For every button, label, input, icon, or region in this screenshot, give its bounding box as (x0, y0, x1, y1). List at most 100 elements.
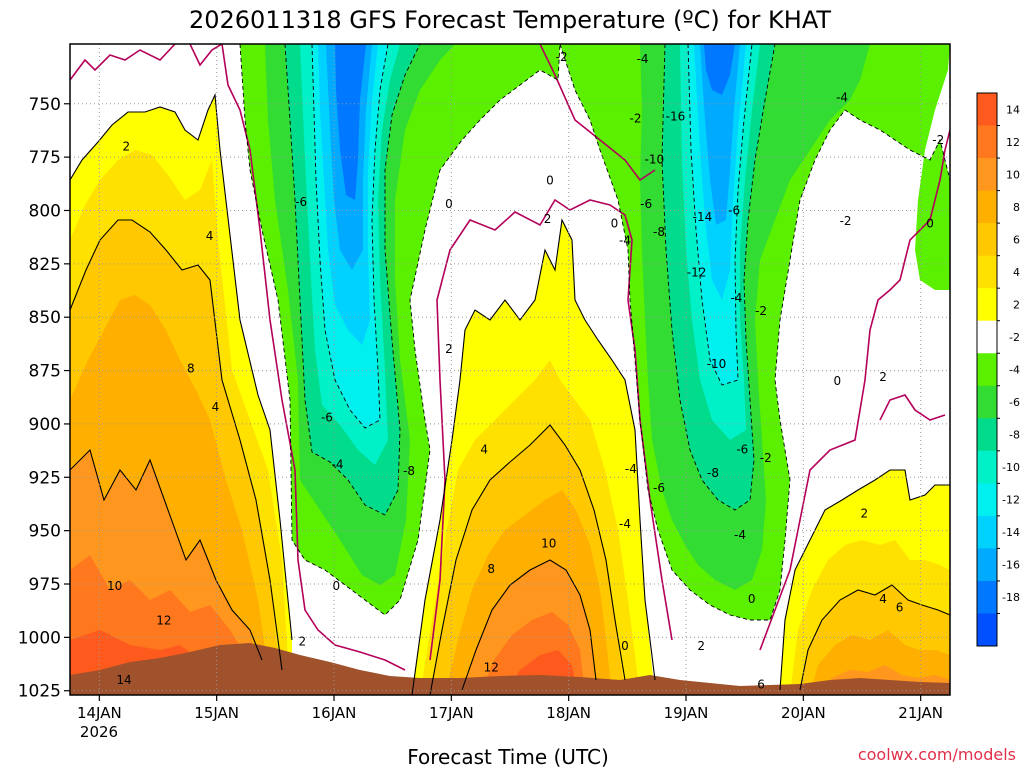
zero-contour-left (70, 44, 406, 671)
plot-frame (69, 43, 951, 696)
x-tick-label: 16JAN (312, 704, 357, 722)
x-tick-label: 19JAN (664, 704, 709, 722)
y-tick-label: 925 (29, 468, 61, 488)
contour-label: 6 (757, 677, 765, 691)
x-axis: 14JAN 15JAN 16JAN 17JAN 18JAN 19JAN 20JAN 21JAN (77, 695, 943, 722)
colorbar-band (977, 418, 997, 452)
contour-label: -2 (932, 133, 944, 147)
contour-label: 8 (187, 361, 195, 375)
colorbar-band (977, 158, 997, 192)
colorbar-tick-label: 8 (1013, 201, 1020, 214)
colorbar-tick-label: -2 (1009, 331, 1020, 344)
contour-label: 14 (116, 673, 131, 687)
dashed-contour-lines (239, 44, 950, 621)
contour-dashed-f (687, 44, 753, 386)
zero-contour-right-lower (879, 394, 946, 421)
contour-label: 2 (298, 635, 306, 649)
contour-label: -14 (693, 210, 713, 224)
contour-label: -4 (332, 457, 344, 471)
temperature-fields (70, 44, 950, 695)
contour-dashed-b (284, 44, 421, 516)
colorbar-band (977, 320, 997, 354)
colorbar-band (977, 125, 997, 159)
contour-solid-e (429, 424, 626, 695)
contour-label: -6 (640, 197, 652, 211)
x-axis-title: Forecast Time (UTC) (407, 745, 609, 768)
colorbar-tick-label: -14 (1002, 526, 1020, 539)
cold-band2-14-16 (700, 44, 740, 225)
contour-solid-f (461, 559, 597, 691)
colorbar-band (977, 483, 997, 517)
contour-label: -2 (556, 50, 568, 64)
contour-label: 12 (156, 613, 171, 627)
colorbar-tick-label: -4 (1009, 364, 1020, 377)
credit-text: coolwx.com/models (858, 745, 1016, 764)
cold-band-16-18 (335, 44, 366, 200)
contour-solid-d (411, 218, 656, 695)
colorbar-tick-label: 10 (1006, 168, 1020, 181)
contour-label: 0 (621, 639, 629, 653)
colorbar-band (977, 288, 997, 322)
contour-label: -16 (666, 110, 686, 124)
contour-solid-c (70, 448, 263, 661)
colorbar-band (977, 353, 997, 387)
colorbar-frame (976, 92, 998, 647)
contour-label: 0 (926, 216, 934, 230)
contour-solid-g (779, 469, 950, 691)
contour-label: -10 (645, 152, 665, 166)
contour-label: 2 (697, 639, 705, 653)
y-tick-label: 825 (29, 255, 61, 275)
contour-dashed-a (239, 44, 561, 616)
contour-label: 2 (445, 342, 453, 356)
y-tick-label: 875 (29, 362, 61, 382)
colorbar-tick-label: -12 (1002, 494, 1020, 507)
contour-label: 0 (611, 216, 619, 230)
colorbar-band (977, 515, 997, 549)
contour-solid-a (70, 92, 293, 641)
colorbar-tick-label: -6 (1009, 396, 1020, 409)
x-tick-label: 17JAN (429, 704, 474, 722)
colorbar-tick-label: -18 (1002, 591, 1020, 604)
y-tick-label: 1000 (18, 628, 61, 648)
contour-label: 0 (834, 374, 842, 388)
contour-label: 0 (445, 197, 453, 211)
contour-label: -6 (736, 443, 748, 457)
y-tick-label: 800 (29, 201, 61, 221)
solid-contour-lines (70, 92, 950, 695)
colorbar-band (977, 580, 997, 614)
zero-contour-right-upper (539, 44, 656, 182)
contour-label: 2 (879, 370, 887, 384)
grid-lines (70, 44, 950, 695)
contour-label: -4 (625, 462, 637, 476)
contour-label: -8 (403, 464, 415, 478)
colorbar-band (977, 450, 997, 484)
y-tick-label: 775 (29, 148, 61, 168)
contour-label: -6 (728, 203, 740, 217)
contour-label: 6 (896, 600, 904, 614)
contour-label: 2 (544, 212, 552, 226)
cold-band2-16-18 (704, 44, 735, 95)
contour-label: 0 (546, 174, 554, 188)
colorbar-tick-label: 2 (1013, 298, 1020, 311)
colorbar-legend: 14 12 10 8 6 4 2 -2 -4 -6 -8 -10 -12 -14 -16 -18 (976, 92, 1020, 647)
contour-label: 4 (212, 400, 220, 414)
colorbar-band (977, 190, 997, 224)
contour-label: 10 (541, 536, 556, 550)
contour-label: -6 (295, 195, 307, 209)
colorbar-tick-label: -10 (1002, 461, 1020, 474)
contour-label: -6 (321, 411, 333, 425)
x-tick-label: 15JAN (194, 704, 239, 722)
x-tick-label: 20JAN (781, 704, 826, 722)
contour-label: 4 (206, 229, 214, 243)
contour-label: -8 (707, 466, 719, 480)
chart-title: 2026011318 GFS Forecast Temperature (ºC)… (189, 6, 831, 34)
contour-label: 0 (748, 592, 756, 606)
contour-labels: 2 4 8 4 10 12 14 2 0 -6 -6 -4 -8 0 2 -2 0 2 0 4 8 10 12 -4 -2 -16… (107, 50, 944, 692)
contour-solid-h (799, 584, 950, 691)
colorbar-tick-label: 14 (1006, 103, 1020, 116)
colorbar-tick-label: -16 (1002, 559, 1020, 572)
y-tick-label: 750 (29, 95, 61, 115)
y-axis: 750 775 800 825 850 875 900 925 950 975 1000 1025 (18, 95, 70, 702)
contour-dashed-d (559, 44, 950, 621)
